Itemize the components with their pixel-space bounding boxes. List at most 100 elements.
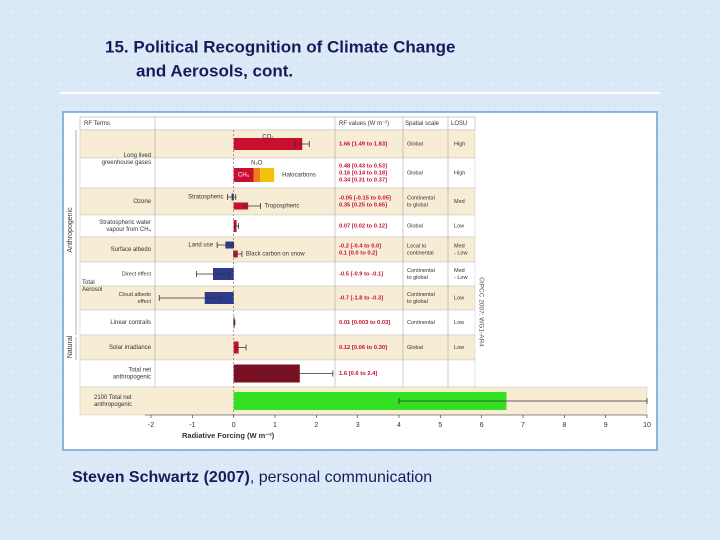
x-tick-label: 3 xyxy=(356,422,360,429)
spatial-scale: Continental xyxy=(407,292,435,298)
row-bg xyxy=(79,187,476,216)
losu: High xyxy=(454,141,465,147)
spatial-scale: Global xyxy=(407,141,423,147)
rf-value: -0.7 [-1.8 to -0.3] xyxy=(339,296,383,302)
rf-term: 2100 Total net xyxy=(94,395,132,401)
error-bar xyxy=(233,319,236,326)
bar xyxy=(233,392,507,410)
rf-subterm: effect xyxy=(138,299,152,305)
spatial-scale: Local to xyxy=(407,243,426,249)
rf-value: 0.48 [0.43 to 0.53] xyxy=(339,164,387,170)
column-header: LOSU xyxy=(451,121,467,127)
rf-value: 0.01 [0.003 to 0.03] xyxy=(339,320,390,326)
caption-author: Steven Schwartz (2007) xyxy=(72,469,250,486)
rf-term: Solar irradiance xyxy=(109,345,152,351)
caption-text: , personal communication xyxy=(250,469,432,486)
error-bar xyxy=(216,242,235,248)
losu: - Low xyxy=(454,250,467,256)
rf-term: Ozone xyxy=(133,199,151,205)
spatial-scale: Global xyxy=(407,170,423,176)
row-bg xyxy=(79,309,476,336)
rf-term: Linear contrails xyxy=(110,320,151,326)
rf-value: 0.34 [0.31 to 0.37] xyxy=(339,178,387,184)
bar xyxy=(233,138,303,150)
bar xyxy=(233,202,249,210)
x-tick-label: 6 xyxy=(480,422,484,429)
rf-value: -0.05 [-0.15 to 0.05] xyxy=(339,196,391,202)
x-axis-label: Radiative Forcing (W m⁻²) xyxy=(182,431,275,440)
rf-value: 0.16 [0.14 to 0.18] xyxy=(339,171,387,177)
x-tick-label: 5 xyxy=(438,422,442,429)
bar-label: N₂O xyxy=(251,161,263,167)
losu: Low xyxy=(454,320,464,326)
losu: Low xyxy=(454,223,464,229)
rf-term: Aerosol xyxy=(82,287,102,293)
column-header: Spatial scale xyxy=(405,121,440,127)
spatial-scale: Global xyxy=(407,345,423,351)
row-bg xyxy=(79,261,476,287)
spatial-scale: Global xyxy=(407,223,423,229)
error-bar xyxy=(158,295,222,301)
rf-value: -0.2 [-0.4 to 0.0] xyxy=(339,244,381,250)
error-bar xyxy=(243,203,261,209)
spatial-scale: Continental xyxy=(407,268,435,274)
spatial-scale: to global xyxy=(407,202,428,208)
rf-term: vapour from CH₄ xyxy=(106,227,151,233)
rf-term: greenhouse gases xyxy=(102,160,151,166)
spatial-scale: Continental xyxy=(407,195,435,201)
x-tick-label: 10 xyxy=(643,422,651,429)
bar-label: CH₄ xyxy=(238,173,250,179)
losu: High xyxy=(454,170,465,176)
chart: RF Terms RF values (W m⁻²) Spatial scale LO… xyxy=(67,116,651,440)
rf-value: 0.12 [0.06 to 0.30] xyxy=(339,345,387,351)
rf-value: 0.35 [0.25 to 0.65] xyxy=(339,203,387,209)
x-tick-label: 8 xyxy=(562,422,566,429)
error-bar xyxy=(233,251,243,257)
rf-term: anthropogenic xyxy=(113,375,151,381)
rf-value: 0.1 [0.0 to 0.2] xyxy=(339,251,377,257)
rf-term: Total xyxy=(82,280,95,286)
spatial-scale: to global xyxy=(407,299,428,305)
bar-label: Tropospheric xyxy=(265,204,300,210)
rf-term: Long lived xyxy=(124,153,151,159)
rf-value: -0.5 [-0.9 to -0.1] xyxy=(339,272,383,278)
row-bg xyxy=(79,285,476,311)
bar-label: Stratospheric xyxy=(188,195,223,201)
rf-term: anthropogenic xyxy=(94,402,132,408)
x-tick-label: 4 xyxy=(397,422,401,429)
group-label: Natural xyxy=(67,335,74,358)
error-bar xyxy=(227,194,237,200)
rf-term: Surface albedo xyxy=(111,247,152,253)
group-label: Anthropogenic xyxy=(67,207,74,253)
x-tick-label: 2 xyxy=(314,422,318,429)
losu: Low xyxy=(454,345,464,351)
error-bar xyxy=(235,344,247,351)
rf-term: Stratospheric water xyxy=(99,220,151,226)
x-tick-label: 0 xyxy=(232,422,236,429)
x-tick-label: 7 xyxy=(521,422,525,429)
x-tick-label: -1 xyxy=(189,422,195,429)
x-tick-label: 1 xyxy=(273,422,277,429)
error-bar xyxy=(196,271,230,277)
bar xyxy=(253,168,261,182)
row-bg xyxy=(79,334,476,361)
x-tick-label: -2 xyxy=(148,422,154,429)
caption: Steven Schwartz (2007), personal communi… xyxy=(72,469,432,486)
losu: Med xyxy=(454,268,465,274)
column-header: RF values (W m⁻²) xyxy=(339,121,389,127)
error-bar xyxy=(398,398,648,404)
error-bar xyxy=(234,223,240,229)
losu: Med xyxy=(454,199,465,205)
bar xyxy=(260,168,275,182)
title: and Aerosols, cont. xyxy=(136,61,293,80)
rf-subterm: Cloud albedo xyxy=(119,292,151,298)
error-bar xyxy=(258,370,334,377)
bar-label: Halocarbons xyxy=(282,173,316,179)
x-tick-label: 9 xyxy=(604,422,608,429)
losu: - Low xyxy=(454,275,467,281)
credit: ©IPCC 2007: WG1-AR4 xyxy=(477,277,485,347)
losu: Med xyxy=(454,243,465,249)
rf-subterm: Direct effect xyxy=(122,271,152,277)
